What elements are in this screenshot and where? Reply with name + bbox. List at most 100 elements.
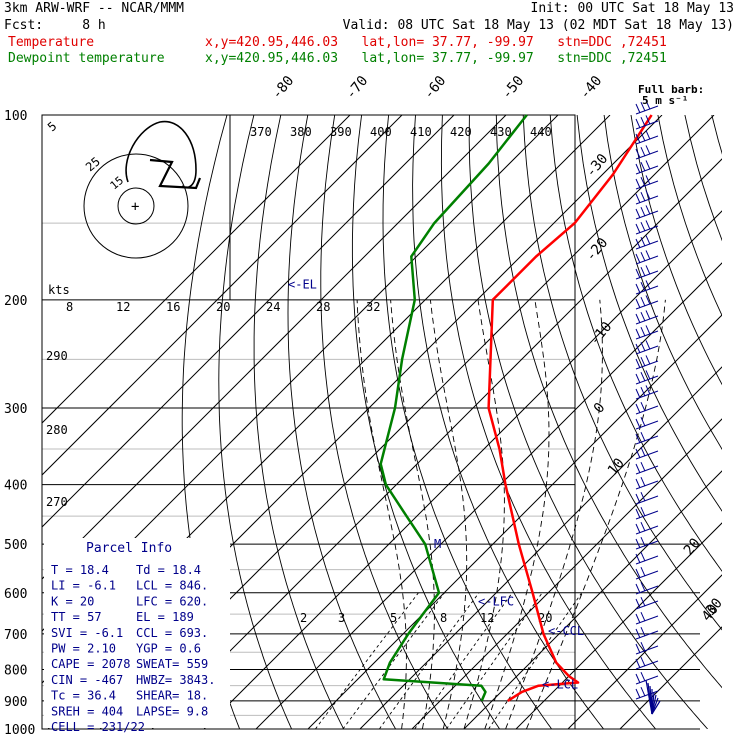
dry-adiabat [412, 115, 604, 729]
wind-barb-flag [640, 686, 646, 697]
wind-barb-shaft [635, 150, 659, 160]
wind-barb [635, 160, 659, 175]
wind-barb-flag [640, 191, 646, 202]
moist-adiabat [356, 299, 407, 729]
level-marker: <-LCL [542, 677, 578, 691]
wind-barb-shaft [635, 525, 659, 535]
dry-adiabat [468, 115, 708, 729]
wind-barb-flag [640, 521, 646, 532]
wind-barb-flag [635, 448, 641, 459]
dry-adiabat [549, 115, 722, 572]
wind-barb-flag [645, 295, 651, 305]
wind-barb-flag [635, 523, 641, 534]
isotherm-label: -50 [499, 73, 528, 103]
wind-barb [635, 626, 659, 640]
wind-barb-shaft [635, 615, 659, 625]
wind-barb-flag [645, 370, 651, 380]
hodo-speed-label: 28 [316, 300, 330, 314]
hodo-trace-lower [149, 158, 202, 190]
wind-barb-flag [640, 416, 646, 427]
pressure-tick-label: 1000 [4, 723, 35, 738]
pressure-tick-label: 700 [4, 628, 27, 643]
wind-barb-flag [645, 175, 651, 185]
wind-barb-shaft [635, 630, 659, 640]
wind-barb-shaft [635, 495, 659, 505]
wind-barb-flag [635, 223, 641, 234]
wind-barb [635, 130, 659, 145]
pressure-tick-label: 800 [4, 663, 27, 678]
isotherm-line [567, 574, 722, 729]
adiabat-label: 290 [46, 349, 68, 363]
parcel-info-box [44, 538, 230, 728]
wind-barb-flag [640, 476, 646, 487]
legend-temperature-info: x,y=420.95,446.03 lat,lon= 37.77, -99.97… [205, 35, 667, 50]
wind-barb-flag [645, 325, 651, 335]
isotherm-line [151, 158, 722, 729]
wind-barb-shaft [635, 345, 659, 355]
wind-barb-flag [640, 371, 646, 382]
wind-barb-shaft [635, 210, 659, 220]
parcel-info-left: TT = 57 [51, 610, 102, 624]
parcel-info-left: LI = -6.1 [51, 579, 116, 593]
wind-barb-flag [645, 265, 651, 275]
isotherm-line [203, 210, 722, 729]
parcel-info-title: Parcel Info [86, 541, 172, 556]
parcel-info-left: CIN = -467 [51, 673, 123, 687]
wind-barb [635, 190, 659, 205]
dry-adiabat [522, 115, 722, 631]
wind-barb-flag [635, 193, 641, 204]
wind-barb-lower [651, 700, 661, 715]
wind-barb-flag [645, 160, 651, 170]
wind-barb-flag [645, 355, 651, 365]
moist-adiabat [525, 299, 666, 729]
dry-adiabat [218, 115, 293, 729]
wind-barb-flag [645, 280, 651, 290]
wind-barb-shaft [635, 165, 659, 175]
dry-adiabat [320, 115, 448, 729]
plot-frame [41, 114, 576, 730]
wind-barb-flag [635, 283, 641, 294]
level-marker: <-CCL [548, 624, 584, 638]
wind-barb-flag [635, 373, 641, 384]
wind-note-units: 5 m s⁻¹ [642, 94, 688, 107]
hodo-speed-label: 24 [266, 300, 280, 314]
dry-adiabat [440, 115, 656, 729]
isotherm-label: -60 [421, 73, 450, 103]
wind-barb-shaft [635, 105, 659, 115]
wind-barb [635, 100, 659, 115]
pressure-tick-label: 300 [4, 402, 27, 417]
isotherm-line [515, 522, 722, 729]
wind-barb [635, 431, 659, 445]
dry-adiabat [711, 115, 722, 155]
wind-barb-shaft [635, 480, 659, 490]
wind-barb-flag [635, 163, 641, 174]
wind-barb-shaft [635, 420, 659, 430]
isotherm-line [42, 115, 351, 424]
wind-barb [635, 641, 659, 655]
wind-barb [635, 581, 659, 595]
wind-barb-flag [635, 478, 641, 489]
wind-barb-flag [640, 551, 646, 562]
pressure-tick-label: 500 [4, 538, 27, 553]
wind-barb-flag [640, 506, 646, 517]
isotherm-label: 20 [681, 535, 704, 558]
pressure-tick-label: 400 [4, 479, 27, 494]
wind-barb [635, 446, 659, 460]
parcel-info-left: PW = 2.10 [51, 642, 116, 656]
wind-barb-flag [640, 116, 646, 127]
hodo-center: + [131, 199, 139, 215]
wind-barb-flag [640, 641, 646, 652]
level-marker: <-LFC [478, 595, 514, 609]
parcel-info-left: CAPE = 2078 [51, 657, 130, 671]
wind-barb-flag [640, 566, 646, 577]
wind-barb-flag [645, 100, 651, 110]
wind-barb-flag [640, 491, 646, 502]
wind-barb-flag [640, 536, 646, 547]
isotherm-label: -70 [343, 73, 372, 103]
wind-barb-flag [635, 178, 641, 189]
wind-barb [635, 401, 659, 415]
wind-barb-flag [635, 628, 641, 639]
wind-barb-flag [635, 298, 641, 309]
wind-barb-flag [635, 493, 641, 504]
wind-barb-flag [635, 208, 641, 219]
